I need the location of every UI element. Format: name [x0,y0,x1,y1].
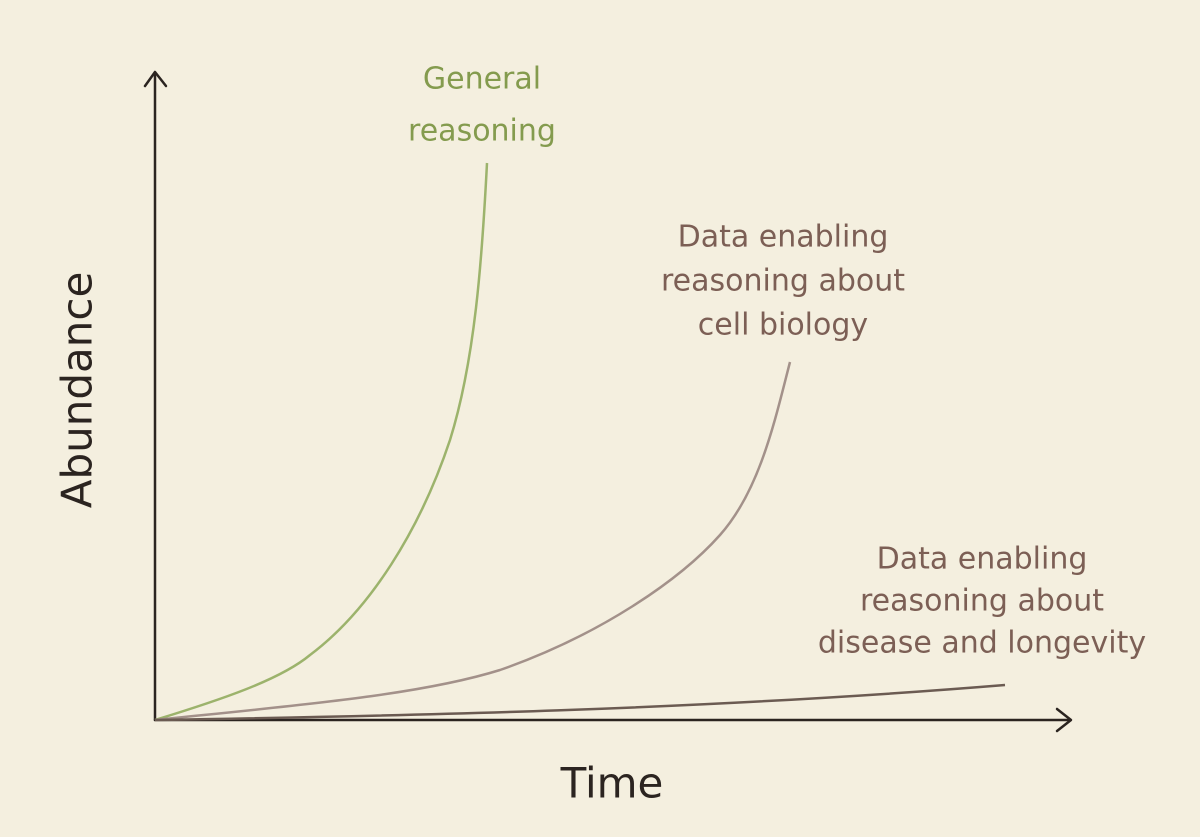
curve-general-reasoning [154,162,489,722]
curve-label: reasoning about [661,264,905,299]
curve-label: General [423,62,541,97]
curve-label: reasoning about [860,584,1104,619]
curve-label: Data enabling [678,220,889,255]
x-axis-label: Time [560,759,664,808]
curve-disease-longevity [154,683,1006,722]
curve-label: cell biology [698,308,868,343]
curve-label: reasoning [408,114,556,149]
x-axis-arrow [1055,707,1073,733]
y-axis-label: Abundance [53,272,102,509]
curve-label: disease and longevity [818,626,1146,661]
curve-label: Data enabling [877,542,1088,577]
y-axis-arrow [143,70,168,88]
curve-cell-biology [154,361,792,722]
